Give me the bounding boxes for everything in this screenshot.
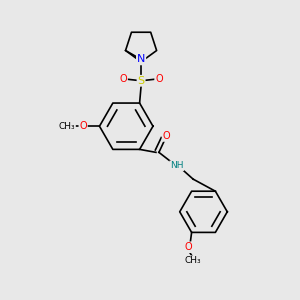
Text: O: O	[185, 242, 193, 252]
Text: CH₃: CH₃	[185, 256, 201, 265]
Text: O: O	[79, 121, 87, 131]
Text: S: S	[137, 76, 145, 86]
Text: NH: NH	[170, 161, 184, 170]
Text: O: O	[163, 131, 170, 141]
Text: CH₃: CH₃	[58, 122, 75, 131]
Text: N: N	[137, 54, 145, 64]
Text: O: O	[155, 74, 163, 84]
Text: O: O	[119, 74, 127, 84]
